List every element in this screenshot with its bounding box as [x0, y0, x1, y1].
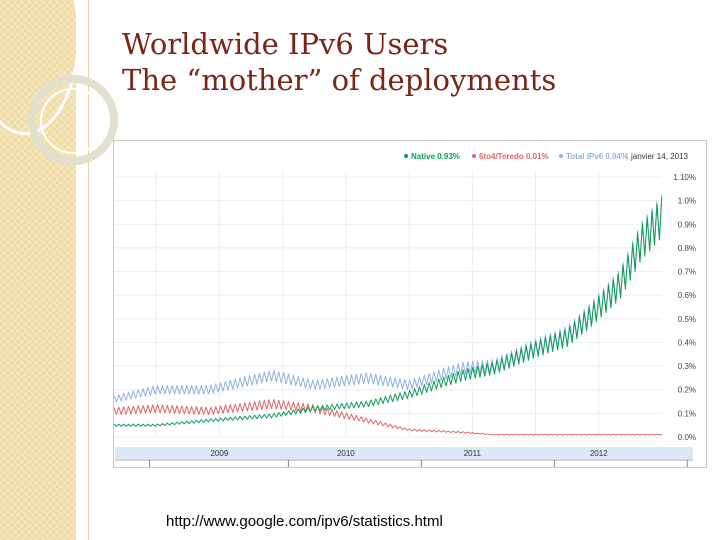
y-tick-label: 0.4% [678, 338, 696, 347]
x-tick-label: 2009 [210, 449, 228, 458]
y-tick-label: 0.5% [678, 315, 696, 324]
x-tick-label: 2011 [464, 449, 482, 458]
series-line-total-ipv6 [114, 195, 663, 403]
y-tick-label: 1.10% [673, 173, 696, 182]
legend-separator: | [626, 152, 628, 161]
y-tick-label: 0.3% [678, 362, 696, 371]
slide-title-line-1: Worldwide IPv6 Users [122, 27, 449, 61]
y-tick-label: 0.6% [678, 291, 696, 300]
source-link[interactable]: http://www.google.com/ipv6/statistics.ht… [166, 513, 443, 530]
decorative-ring [28, 75, 118, 165]
decorative-ring [40, 88, 106, 154]
series-line-6to4-teredo [114, 399, 662, 436]
y-tick-label: 0.1% [678, 409, 696, 418]
y-tick-label: 0.8% [678, 244, 696, 253]
chart-canvas: 0.0% 0.1% 0.2% 0.3% 0.4% 0.5% 0.6% 0.7% 0.8% 0.9%… [114, 152, 696, 467]
series-line-native [114, 197, 663, 427]
decorative-rule [88, 0, 89, 540]
y-tick-label: 0.7% [678, 268, 696, 277]
legend-marker [404, 154, 408, 158]
x-tick-label: 2012 [590, 449, 608, 458]
legend-label: 6to4/Teredo 0.01% [479, 152, 549, 161]
y-tick-label: 0.0% [678, 433, 696, 442]
y-tick-label: 0.2% [678, 386, 696, 395]
y-tick-label: 0.9% [678, 220, 696, 229]
ipv6-chart: 0.0% 0.1% 0.2% 0.3% 0.4% 0.5% 0.6% 0.7% 0.8% 0.9%… [113, 140, 707, 468]
legend-marker [559, 154, 563, 158]
legend-label: Total IPv6 0.94% [566, 152, 628, 161]
x-tick-label: 2010 [337, 449, 355, 458]
slide-title-line-2: The “mother” of deployments [122, 63, 557, 97]
x-axis-band [115, 447, 693, 459]
legend-date: janvier 14, 2013 [630, 152, 688, 161]
slide-title: Worldwide IPv6 Users The “mother” of dep… [122, 26, 556, 98]
legend-marker [472, 154, 476, 158]
legend-label: Native 0.93% [411, 152, 460, 161]
y-tick-label: 1.0% [678, 197, 696, 206]
